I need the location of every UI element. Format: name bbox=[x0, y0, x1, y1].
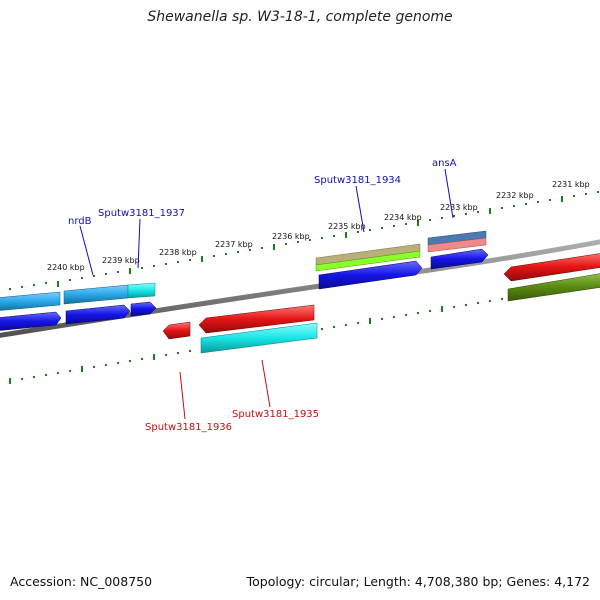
gene-forward-blue-3[interactable] bbox=[130, 301, 157, 317]
tick-label: 2237 kbp bbox=[215, 240, 253, 249]
gene-label-ansA[interactable]: ansA bbox=[432, 158, 457, 169]
gene-label-sputw1937[interactable]: Sputw3181_1937 bbox=[98, 208, 185, 219]
gene-forward-blue-1[interactable] bbox=[0, 311, 62, 331]
gene-forward-blue-4[interactable] bbox=[318, 260, 423, 290]
leader-line-ansA bbox=[444, 168, 454, 219]
map-title: Shewanella sp. W3-18-1, complete genome bbox=[147, 9, 453, 25]
tick-label: 2236 kbp bbox=[272, 232, 310, 241]
tick-label: 2235 kbp bbox=[328, 222, 366, 231]
tick-label: 2240 kbp bbox=[47, 263, 85, 272]
tick-label: 2234 kbp bbox=[384, 213, 422, 222]
gene-ansA-pink[interactable] bbox=[427, 237, 487, 253]
gene-sputw1934-lime[interactable] bbox=[315, 250, 421, 272]
gene-label-sputw1935[interactable]: Sputw3181_1935 bbox=[232, 409, 319, 420]
gene-label-sputw1934[interactable]: Sputw3181_1934 bbox=[314, 175, 401, 186]
leader-line-sputw1936 bbox=[179, 371, 186, 420]
tick-label: 2231 kbp bbox=[552, 180, 590, 189]
genome-summary-text: Topology: circular; Length: 4,708,380 bp… bbox=[246, 574, 590, 589]
gene-forward-blue-5[interactable] bbox=[430, 248, 489, 270]
gene-forward-sky-left[interactable] bbox=[0, 291, 61, 311]
upper-tick-track bbox=[9, 191, 599, 290]
gene-sputw1936[interactable] bbox=[162, 321, 191, 340]
tick-label: 2238 kbp bbox=[159, 248, 197, 257]
tick-label: 2232 kbp bbox=[496, 191, 534, 200]
gene-forward-blue-2[interactable] bbox=[65, 304, 131, 325]
gene-nrdB[interactable] bbox=[63, 284, 129, 305]
gene-sputw1935-cyan[interactable] bbox=[200, 322, 318, 354]
gene-label-sputw1936[interactable]: Sputw3181_1936 bbox=[145, 422, 232, 433]
accession-text: Accession: NC_008750 bbox=[10, 574, 153, 589]
gene-forward-olive-right[interactable] bbox=[507, 272, 600, 302]
gene-label-nrdB[interactable]: nrdB bbox=[68, 216, 92, 227]
leader-line-nrdB bbox=[79, 225, 94, 276]
leader-line-sputw1934 bbox=[355, 185, 365, 233]
leader-line-sputw1937 bbox=[137, 218, 141, 269]
gene-reverse-red-right[interactable] bbox=[503, 252, 600, 282]
tick-label: 2239 kbp bbox=[102, 256, 140, 265]
gene-sputw1937[interactable] bbox=[127, 282, 156, 299]
gene-sputw1935-red[interactable] bbox=[198, 304, 315, 334]
leader-line-sputw1935 bbox=[261, 359, 271, 408]
tick-label: 2233 kbp bbox=[440, 203, 478, 212]
